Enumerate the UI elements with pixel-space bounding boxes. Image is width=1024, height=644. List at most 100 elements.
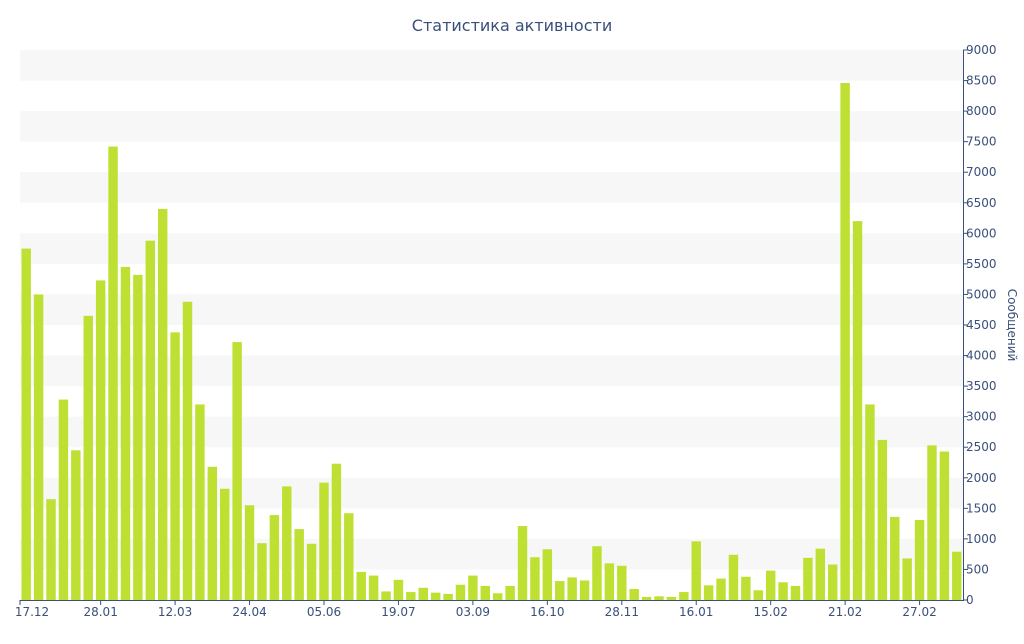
bar: [306, 543, 317, 600]
y-tick-label: 1500: [966, 501, 997, 515]
y-tick-label: 4000: [966, 349, 997, 363]
y-tick-label: 8000: [966, 104, 997, 118]
bar: [517, 526, 528, 600]
bar: [430, 592, 441, 600]
bar: [269, 515, 280, 600]
bar: [840, 83, 850, 600]
grid-band: [20, 172, 963, 203]
x-tick-label: 19.07: [381, 605, 415, 619]
y-tick-label: 4500: [966, 318, 997, 332]
x-tick-label: 03.09: [456, 605, 490, 619]
chart-title: Статистика активности: [412, 16, 612, 35]
bar: [902, 558, 912, 600]
bar: [815, 548, 826, 600]
y-tick-label: 8500: [966, 74, 997, 88]
bar: [579, 580, 590, 600]
bar: [666, 596, 677, 600]
x-tick-label: 16.10: [530, 605, 564, 619]
bar: [83, 315, 93, 600]
bar: [617, 565, 627, 600]
bar: [877, 439, 888, 600]
bar: [244, 505, 255, 600]
bar: [282, 486, 292, 600]
bar: [182, 301, 193, 600]
x-tick-label: 21.02: [828, 605, 862, 619]
x-tick-label: 24.04: [232, 605, 266, 619]
bar: [592, 546, 602, 600]
bar: [542, 549, 553, 600]
y-tick-label: 0: [966, 593, 974, 607]
bar: [716, 578, 726, 600]
bar: [914, 519, 925, 600]
y-axis-label: Сообщений: [1005, 289, 1019, 362]
x-tick-label: 05.06: [307, 605, 341, 619]
bar: [95, 280, 106, 600]
y-tick-label: 1000: [966, 532, 997, 546]
bar: [492, 593, 503, 600]
bar: [728, 554, 739, 600]
bar: [195, 404, 205, 600]
bar: [157, 208, 168, 600]
bar: [468, 575, 478, 600]
x-tick-label: 27.02: [902, 605, 936, 619]
y-tick-label: 5000: [966, 287, 997, 301]
y-tick-label: 3000: [966, 410, 997, 424]
x-axis-ticks: 17.12 28.01 12.03 24.04 05.06 19.07 03.09 16.10…: [15, 600, 937, 619]
y-tick-label: 500: [966, 562, 989, 576]
bar: [443, 593, 453, 600]
bar: [530, 557, 540, 600]
bar: [232, 342, 242, 600]
grid-band: [20, 233, 963, 264]
bar: [108, 146, 118, 600]
grid-bands: [20, 50, 963, 570]
bar: [294, 529, 304, 600]
bar: [654, 596, 664, 600]
bar: [319, 482, 329, 600]
bar: [480, 585, 491, 600]
bar: [927, 445, 937, 600]
bar: [852, 221, 863, 601]
bar: [71, 450, 81, 600]
bar: [331, 463, 342, 600]
grid-band: [20, 111, 963, 142]
bar: [691, 541, 701, 600]
bar: [220, 488, 230, 600]
bar: [505, 585, 515, 600]
bar: [790, 585, 801, 600]
grid-band: [20, 50, 963, 81]
bar: [145, 240, 155, 601]
bar: [803, 557, 813, 600]
bar: [865, 404, 875, 600]
y-tick-label: 3500: [966, 379, 997, 393]
x-tick-label: 28.01: [83, 605, 117, 619]
bar: [890, 516, 900, 600]
bar: [741, 576, 751, 600]
x-tick-label: 17.12: [15, 605, 49, 619]
bar: [120, 266, 131, 600]
bar: [567, 577, 577, 600]
bar: [207, 466, 218, 600]
bar: [828, 564, 838, 600]
bar: [629, 589, 639, 600]
bar: [393, 579, 404, 600]
bar: [344, 513, 354, 600]
y-tick-label: 6500: [966, 196, 997, 210]
bar: [368, 575, 379, 600]
bar: [604, 563, 615, 600]
bar: [257, 543, 267, 600]
bar-series: [21, 83, 962, 601]
bar: [58, 399, 69, 600]
bar: [356, 571, 366, 600]
bar: [765, 570, 776, 600]
y-tick-label: 9000: [966, 43, 997, 57]
y-tick-label: 7000: [966, 165, 997, 179]
x-tick-label: 28.11: [605, 605, 639, 619]
bar: [939, 451, 950, 600]
bar: [133, 274, 143, 600]
grid-band: [20, 294, 963, 325]
bar: [753, 590, 763, 600]
bar: [641, 596, 652, 600]
bar: [703, 585, 714, 600]
